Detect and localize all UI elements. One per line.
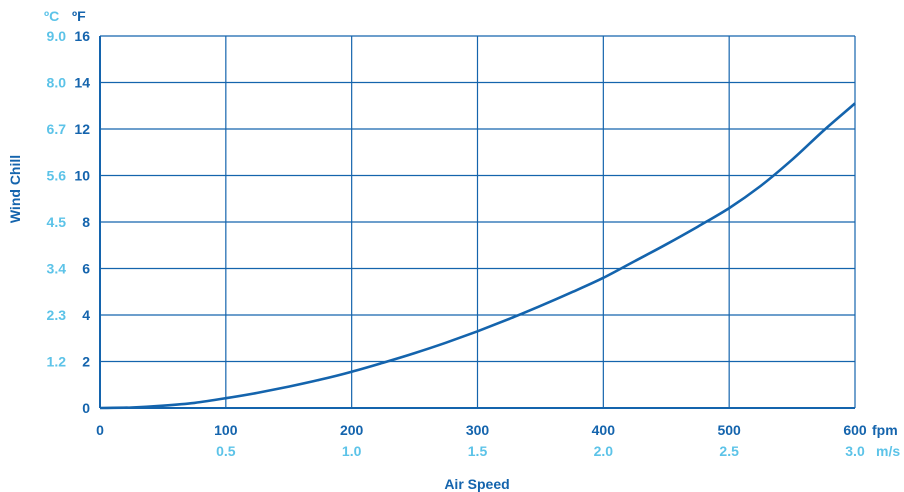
- grid: [100, 35, 856, 408]
- wind-chill-curve: [99, 102, 856, 410]
- tick-labels: 0 100 200 300 400 500 600 0.5 1.0 1.5 2.0 2.5 3.0 0 2 4…: [47, 28, 867, 459]
- y-unit-primary: ºF: [72, 8, 86, 24]
- x-axis-label: Air Speed: [444, 476, 509, 492]
- x-tick-label: 300: [466, 422, 490, 438]
- x-tick-label: 600: [843, 422, 867, 438]
- x-tick-label-secondary: 1.0: [342, 443, 362, 459]
- x-tick-label: 500: [717, 422, 741, 438]
- y-tick-label: 8: [82, 214, 90, 230]
- y-unit-secondary: ºC: [44, 8, 59, 24]
- x-tick-label: 0: [96, 422, 104, 438]
- y-tick-label-secondary: 5.6: [47, 168, 67, 184]
- x-tick-label-secondary: 1.5: [468, 443, 488, 459]
- x-tick-label: 200: [340, 422, 364, 438]
- y-tick-label-secondary: 1.2: [47, 354, 67, 370]
- x-tick-label-secondary: 0.5: [216, 443, 236, 459]
- x-tick-label: 100: [214, 422, 238, 438]
- y-tick-label-secondary: 4.5: [47, 214, 67, 230]
- y-tick-label-secondary: 6.7: [47, 121, 67, 137]
- y-tick-label-secondary: 8.0: [47, 75, 67, 91]
- x-tick-label-secondary: 2.5: [719, 443, 739, 459]
- x-tick-label-secondary: 3.0: [845, 443, 865, 459]
- y-tick-label: 0: [82, 400, 90, 416]
- y-tick-label-secondary: 9.0: [47, 28, 67, 44]
- axes: [99, 36, 855, 409]
- y-tick-label: 2: [82, 354, 90, 370]
- y-tick-label-secondary: 2.3: [47, 307, 67, 323]
- x-unit-secondary: m/s: [876, 443, 900, 459]
- y-tick-label: 4: [82, 307, 90, 323]
- y-tick-label: 16: [74, 28, 90, 44]
- y-tick-label: 12: [74, 121, 90, 137]
- x-tick-label-secondary: 2.0: [594, 443, 614, 459]
- y-axis-label: Wind Chill: [7, 155, 23, 223]
- y-tick-label-secondary: 3.4: [47, 261, 67, 277]
- y-tick-label: 10: [74, 168, 90, 184]
- y-tick-label: 14: [74, 75, 90, 91]
- x-tick-label: 400: [592, 422, 616, 438]
- y-tick-label: 6: [82, 261, 90, 277]
- x-unit-primary: fpm: [872, 422, 898, 438]
